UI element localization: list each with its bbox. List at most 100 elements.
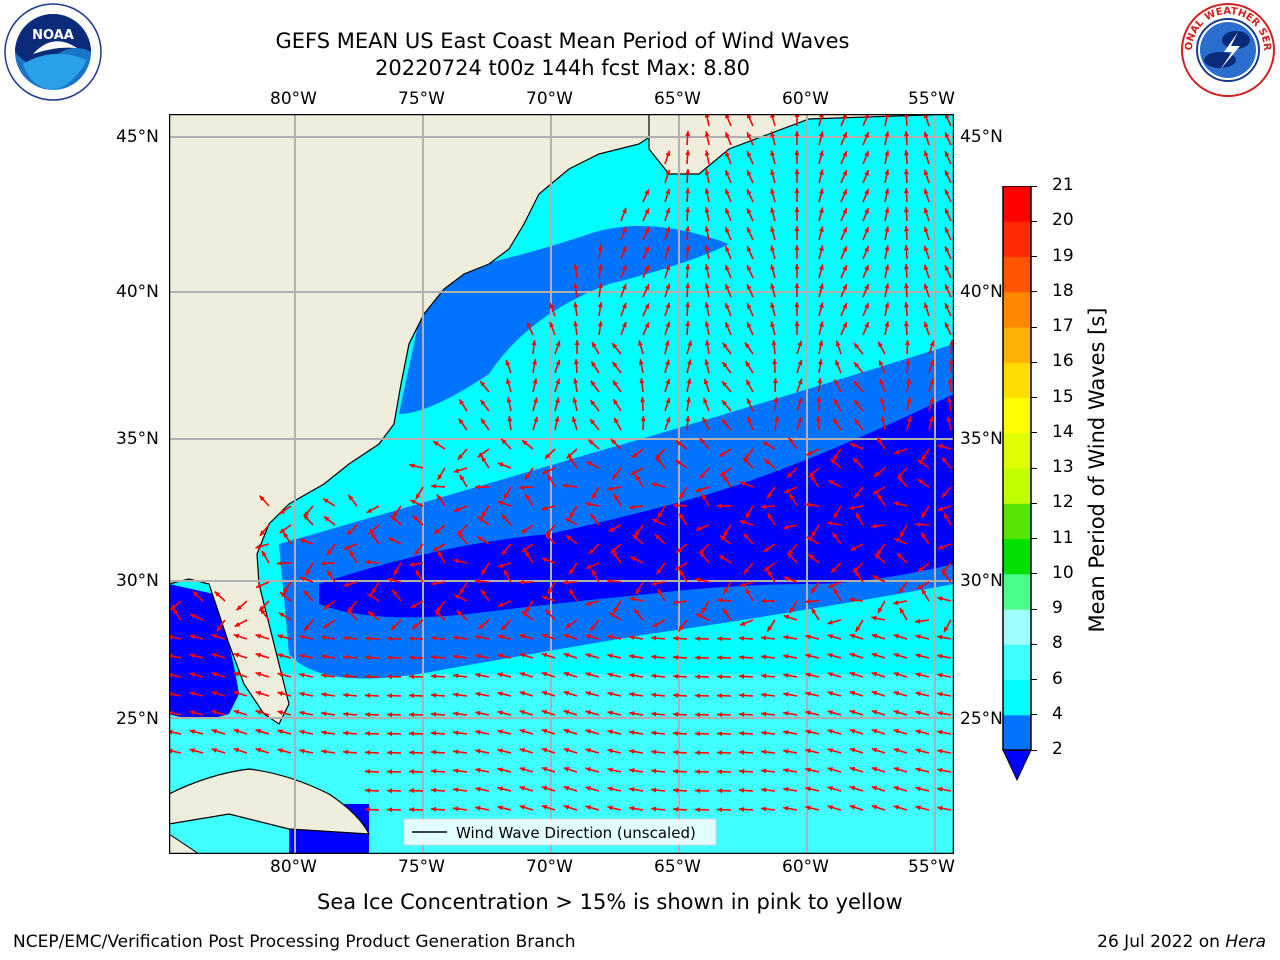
wave-direction-arrowhead — [453, 558, 459, 564]
wave-direction-arrowhead — [787, 552, 793, 559]
wave-direction-arrowhead — [827, 672, 833, 677]
wave-direction-arrowhead — [695, 655, 701, 661]
wave-direction-arrowhead — [783, 614, 790, 620]
wave-direction-arrowhead — [828, 583, 834, 588]
wave-direction-arrowhead — [877, 494, 883, 500]
wave-direction-arrowhead — [563, 483, 569, 489]
wave-direction-arrowhead — [871, 523, 877, 529]
wave-direction-arrowhead — [747, 416, 753, 423]
wave-direction-arrowhead — [794, 226, 800, 231]
wave-direction-arrowhead — [944, 151, 950, 157]
wave-direction-arrowhead — [743, 533, 749, 539]
wave-direction-arrowhead — [944, 322, 950, 328]
wave-direction-arrowhead — [387, 693, 393, 699]
wave-direction-arrowhead — [811, 531, 817, 537]
wave-direction-arrowhead — [816, 397, 822, 402]
wave-direction-arrowhead — [673, 502, 679, 508]
wave-direction-arrowhead — [259, 495, 265, 501]
wave-direction-arrowhead — [747, 227, 752, 233]
wave-direction-arrowhead — [644, 189, 650, 195]
wave-direction-arrowhead — [453, 635, 459, 641]
wave-direction-arrowhead — [915, 767, 921, 773]
wave-direction-arrowhead — [767, 570, 773, 576]
wave-direction-arrowhead — [459, 588, 465, 595]
wave-direction-arrowhead — [629, 654, 635, 659]
wave-direction-arrowhead — [506, 397, 512, 403]
wave-direction-arrowhead — [818, 283, 824, 289]
wave-direction-arrowhead — [717, 597, 723, 603]
wave-direction-arrowhead — [739, 692, 745, 698]
wave-direction-arrowhead — [501, 549, 507, 555]
wave-direction-arrowhead — [453, 806, 459, 812]
wave-direction-arrowhead — [565, 517, 571, 523]
wave-direction-arrowhead — [321, 692, 327, 698]
wave-direction-arrowhead — [454, 594, 460, 600]
wave-direction-arrowhead — [805, 502, 811, 508]
wave-direction-arrowhead — [805, 767, 811, 773]
wave-direction-arrowhead — [884, 226, 890, 232]
wave-direction-arrowhead — [904, 340, 910, 346]
wave-direction-arrowhead — [871, 633, 878, 639]
wave-direction-arrowhead — [702, 417, 708, 423]
wave-direction-arrowhead — [277, 672, 283, 678]
wave-direction-arrowhead — [321, 560, 327, 566]
wave-direction-arrowhead — [192, 591, 199, 597]
colorbar-tick-mark — [1031, 643, 1037, 645]
wave-direction-arrowhead — [805, 729, 811, 735]
colorbar-tick-mark — [1031, 291, 1037, 293]
wave-direction-arrowhead — [842, 246, 847, 252]
wave-direction-arrowhead — [937, 596, 943, 602]
wave-direction-arrowhead — [607, 748, 613, 754]
wave-direction-arrowhead — [497, 767, 503, 773]
wave-direction-arrowhead — [675, 440, 682, 446]
wave-direction-arrowhead — [234, 622, 241, 627]
wave-direction-arrowhead — [772, 378, 778, 384]
wave-direction-arrowhead — [365, 750, 371, 755]
wave-direction-arrowhead — [871, 728, 878, 734]
wave-direction-arrowhead — [365, 769, 371, 774]
wave-direction-arrowhead — [607, 578, 613, 584]
wave-direction-arrowhead — [849, 709, 856, 715]
wave-direction-arrowhead — [497, 634, 503, 640]
wave-direction-arrowhead — [233, 747, 240, 753]
wave-direction-arrowhead — [521, 547, 528, 553]
wave-direction-arrowhead — [893, 786, 900, 791]
graticule — [169, 114, 954, 854]
wave-direction-arrowhead — [739, 749, 745, 755]
wave-direction-arrowhead — [409, 788, 415, 794]
lon-label-top: 70°W — [526, 89, 573, 109]
wave-direction-arrowhead — [704, 131, 710, 137]
wave-direction-arrowhead — [701, 607, 707, 614]
wave-direction-arrowhead — [854, 343, 860, 349]
wave-direction-arrowhead — [283, 588, 289, 594]
wave-direction-arrowhead — [501, 624, 507, 630]
wave-direction-arrowhead — [189, 748, 195, 754]
colorbar-tick-mark — [1031, 538, 1037, 539]
wave-direction-arrowhead — [566, 535, 572, 541]
wave-direction-arrowhead — [589, 548, 595, 554]
colorbar-segment — [1003, 644, 1031, 681]
wave-direction-arrowhead — [456, 610, 463, 616]
wave-direction-arrowhead — [719, 535, 726, 541]
wave-direction-arrowhead — [849, 652, 856, 658]
wave-direction-arrowhead — [679, 493, 685, 499]
wave-direction-arrowhead — [321, 654, 327, 660]
wave-direction-arrowhead — [783, 692, 789, 697]
wave-direction-arrowhead — [367, 593, 373, 599]
wave-direction-arrowhead — [685, 188, 691, 194]
wave-direction-arrowhead — [783, 711, 789, 716]
colorbar-segment — [1003, 397, 1031, 434]
wave-direction-arrowhead — [685, 397, 691, 403]
wave-direction-arrowhead — [343, 711, 349, 717]
wave-direction-arrowhead — [431, 654, 437, 660]
wave-direction-arrowhead — [884, 188, 890, 194]
wave-direction-arrowhead — [621, 283, 627, 290]
wave-direction-arrowhead — [365, 674, 371, 679]
wave-direction-arrowhead — [651, 581, 657, 586]
wave-direction-arrowhead — [842, 151, 847, 157]
wave-direction-arrowhead — [827, 748, 833, 753]
wave-direction-arrowhead — [685, 245, 691, 251]
wave-direction-arrowhead — [923, 131, 929, 138]
wave-direction-arrowhead — [590, 419, 596, 425]
wave-direction-arrowhead — [368, 529, 374, 535]
